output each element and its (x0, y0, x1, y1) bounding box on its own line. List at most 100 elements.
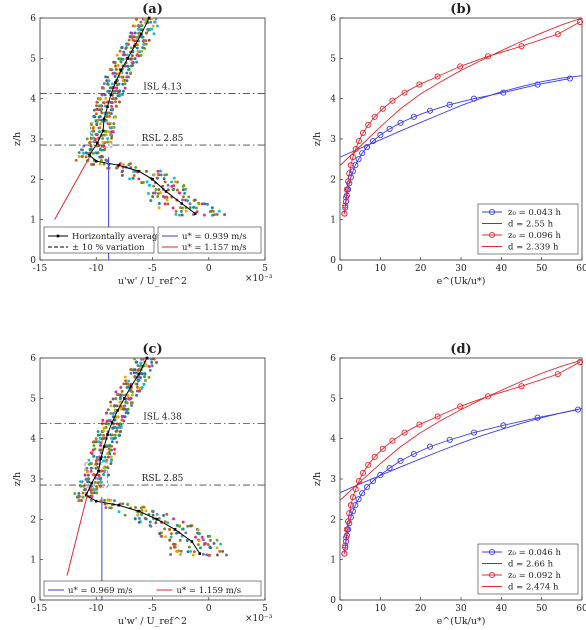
scatter-point (89, 488, 93, 492)
scatter-point (116, 415, 120, 419)
scatter-point (206, 543, 210, 546)
averaged-marker (84, 493, 88, 497)
scatter-point (113, 64, 117, 68)
series-0-marker (363, 144, 371, 151)
scatter-point (93, 488, 97, 492)
scatter-point (80, 498, 83, 502)
series-2-marker (346, 170, 353, 177)
scatter-point (170, 180, 173, 184)
scatter-point (189, 524, 193, 528)
scatter-point (106, 140, 110, 144)
averaged-marker (198, 552, 202, 555)
series-2-marker (434, 73, 441, 80)
scatter-point (120, 75, 124, 79)
averaged-marker (90, 481, 94, 485)
scatter-point (107, 130, 111, 134)
averaged-marker (133, 44, 136, 48)
scatter-point (184, 209, 188, 213)
scatter-point (126, 411, 130, 415)
scatter-point (202, 213, 206, 217)
scatter-point (129, 404, 133, 407)
legend-label: z₀ = 0.046 h (508, 548, 561, 558)
scatter-point (171, 206, 175, 210)
scatter-point (117, 57, 121, 61)
series-2-marker (576, 18, 584, 26)
scatter-point (128, 177, 132, 181)
scatter-point (157, 201, 161, 205)
series-2-marker (518, 43, 525, 50)
x-tick-label: 50 (536, 604, 548, 614)
scatter-point (109, 126, 112, 130)
averaged-marker (180, 202, 184, 205)
scatter-point (211, 213, 215, 217)
averaged-marker (94, 499, 98, 503)
scatter-point (178, 524, 182, 528)
scatter-point (107, 114, 111, 118)
series-2-marker (343, 526, 350, 533)
scatter-point (163, 180, 167, 184)
scatter-point (96, 430, 100, 433)
series-0-marker (359, 150, 366, 157)
scatter-point (98, 484, 102, 488)
scatter-point (83, 488, 87, 492)
scatter-point (166, 188, 170, 192)
averaged-marker (101, 129, 105, 133)
scatter-point (91, 440, 95, 444)
scatter-point (103, 147, 107, 151)
scatter-point (105, 115, 109, 118)
scatter-point (140, 24, 144, 28)
series-3-line (339, 17, 583, 166)
scatter-point (86, 480, 90, 484)
averaged-marker (126, 57, 130, 60)
scatter-point (125, 401, 129, 405)
y-tick-label: 2 (30, 175, 36, 185)
scatter-point (172, 176, 176, 180)
scatter-point (173, 180, 177, 184)
scatter-point (127, 67, 131, 71)
scatter-point (114, 97, 118, 100)
series-2-marker (345, 518, 352, 525)
scatter-point (84, 151, 88, 155)
scatter-point (197, 539, 201, 543)
scatter-point (77, 154, 81, 158)
scatter-point (98, 130, 101, 134)
scatter-point (98, 448, 102, 452)
scatter-point (121, 502, 125, 506)
scatter-point (74, 158, 78, 162)
scatter-point (119, 60, 123, 64)
scatter-point (90, 123, 93, 127)
scatter-point (109, 100, 113, 104)
y-tick-label: 5 (30, 394, 36, 404)
series-0-marker (446, 101, 453, 108)
scatter-point (125, 43, 129, 47)
series-0-marker (352, 162, 359, 169)
series-2-marker (457, 403, 464, 410)
scatter-point (141, 35, 145, 39)
scatter-point (149, 20, 153, 24)
scatter-point (111, 433, 115, 437)
scatter-point (154, 361, 158, 364)
series-0-marker (470, 429, 477, 436)
scatter-point (187, 545, 191, 549)
scatter-point (201, 538, 205, 542)
scatter-point (109, 404, 113, 408)
series-2-marker (371, 113, 378, 120)
scatter-point (210, 206, 214, 210)
scatter-point (92, 473, 96, 476)
legend-right-label: u* = 0.939 m/s (182, 232, 247, 242)
legend-label: z₀ = 0.092 h (508, 571, 561, 581)
scatter-point (147, 38, 151, 42)
scatter-point (156, 176, 160, 180)
series-2-marker (484, 53, 492, 60)
scatter-point (87, 462, 91, 466)
scatter-point (98, 436, 102, 440)
averaged-marker (193, 212, 197, 215)
series-2-marker (416, 421, 423, 428)
y-tick-label: 3 (330, 135, 336, 145)
scatter-point (103, 469, 107, 473)
variation-bracket (90, 122, 113, 148)
x-tick-label: -15 (33, 264, 48, 274)
scatter-point (140, 512, 144, 516)
x-tick-label: 0 (206, 604, 212, 614)
